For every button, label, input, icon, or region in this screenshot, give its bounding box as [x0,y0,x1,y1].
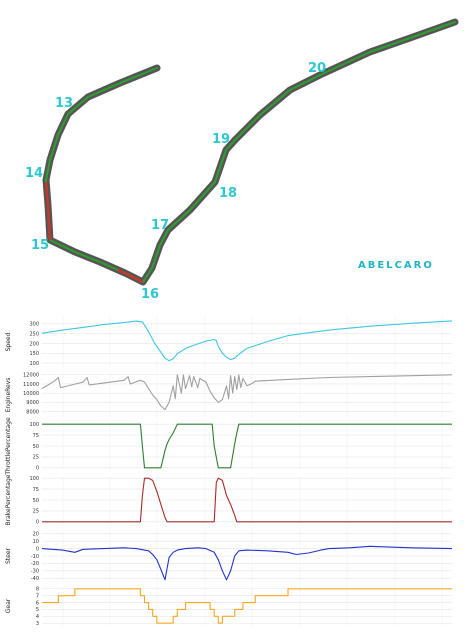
chart-panel-brakepercentage: BrakePercentage 100 75 50 25 0 [5,474,452,526]
y-axis-label: Gear [5,598,12,613]
chart-panel-enginerevs: EngineRevs 12000 11000 10000 9000 8000 [5,372,453,418]
y-tick-label: -30 [31,569,39,575]
turn-label-17: 17 [151,218,169,233]
y-tick-label: 300 [29,322,39,328]
y-tick-label: 75 [33,433,39,439]
turn-label-15: 15 [31,238,49,253]
series-line-speed [41,320,453,362]
y-axis-label: Speed [5,332,12,351]
chart-panel-speed: Speed 300 250 200 150 100 [5,316,453,368]
chart-panel-throttlepercentage: ThrottlePercentage 100 75 50 25 0 [5,417,452,476]
turn-label-19: 19 [212,132,230,147]
y-tick-label: 8 [36,587,39,593]
y-tick-label: -20 [31,561,39,567]
y-tick-label: 0 [36,466,39,472]
y-tick-label: 10 [33,539,39,545]
y-tick-label: 25 [33,455,39,461]
y-tick-label: 12000 [23,373,39,379]
y-tick-label: 6 [36,600,39,606]
y-tick-label: 5 [36,607,39,613]
series-line-throttlepercentage [42,423,452,469]
y-tick-label: 100 [29,476,39,482]
track-line-throttle [45,21,456,283]
turn-label-18: 18 [219,186,237,201]
y-tick-label: 8000 [26,409,39,415]
y-tick-label: 4 [36,614,39,620]
y-tick-label: 20 [33,532,39,538]
series-line-gear [42,588,452,624]
track-map: 13 14 15 16 17 18 19 20 ABELCARO [25,18,459,300]
y-tick-label: 11000 [23,382,39,388]
series-line-enginerevs [41,374,453,411]
track-line-braking [117,268,144,284]
y-tick-label: 100 [29,361,39,367]
y-tick-label: 25 [33,509,39,515]
telemetry-charts: Speed300250200150100EngineRevs1200011000… [5,316,453,627]
y-tick-label: 200 [29,341,39,347]
y-tick-label: 7 [36,593,39,599]
y-tick-label: 250 [29,331,39,337]
series-line-steer [41,545,453,581]
y-axis-label: EngineRevs [5,378,12,413]
turn-label-13: 13 [55,96,73,111]
y-tick-label: 150 [29,351,39,357]
y-tick-label: 10000 [23,391,39,397]
y-tick-label: 0 [36,520,39,526]
y-tick-label: 50 [33,444,39,450]
y-tick-label: 3 [36,621,39,627]
brand-logo: ABELCARO [358,260,434,271]
turn-labels: 13 14 15 16 17 18 19 20 [25,61,326,300]
y-axis-label: BrakePercentage [5,474,12,525]
track-line-base [42,18,459,286]
turn-label-20: 20 [308,61,326,76]
y-tick-label: 9000 [26,400,39,406]
y-tick-label: 75 [33,487,39,493]
turn-label-16: 16 [141,287,159,300]
track-line [42,18,459,286]
y-axis-label: ThrottlePercentage [5,417,12,476]
y-axis-label: Steer [5,547,12,564]
y-tick-label: 0 [36,546,39,552]
y-tick-label: 50 [33,498,39,504]
y-tick-label: 100 [29,422,39,428]
y-tick-label: -40 [31,576,39,582]
series-line-brakepercentage [42,477,452,523]
turn-label-14: 14 [25,166,43,181]
track-line-braking [44,181,52,241]
y-tick-label: -10 [31,554,39,560]
